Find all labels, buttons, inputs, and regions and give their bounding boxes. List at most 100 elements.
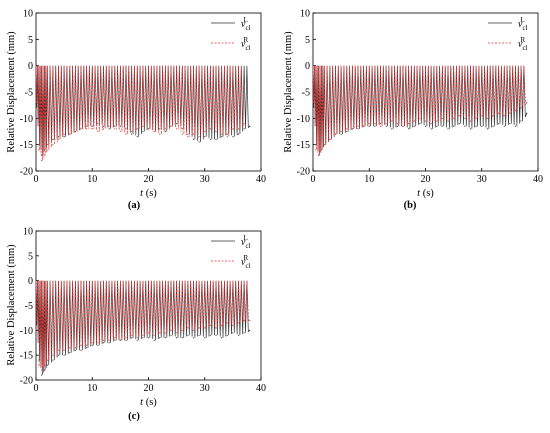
data-point [136,136,138,138]
y-tick-label: -5 [25,88,33,99]
data-point [430,123,432,125]
data-point [475,125,477,127]
data-point [320,149,323,151]
data-point [153,339,155,341]
data-point [74,349,76,351]
data-point [419,123,421,125]
y-tick-label: -20 [20,376,33,387]
data-point [170,125,172,127]
data-point [125,339,127,341]
x-axis-label: t (s) [140,397,157,408]
data-point [312,107,314,109]
x-tick-label: 20 [144,174,154,185]
y-tick-label: -5 [302,88,310,99]
y-axis-label: Relative Displacement (mm) [6,244,17,366]
plot-frame [35,230,262,381]
data-point [385,123,387,125]
x-tick-label: 0 [311,174,316,185]
x-tick-label: 40 [533,174,543,185]
data-point [209,128,211,130]
data-point [221,324,223,326]
data-point [192,329,195,331]
data-point [114,339,116,341]
data-point [192,138,195,140]
data-point [41,159,43,162]
data-point [408,128,410,130]
data-point [136,337,138,339]
data-point [91,128,93,130]
data-point [63,136,65,138]
data-point [164,128,166,130]
y-tick-label: -15 [297,140,310,151]
data-point [215,327,217,329]
data-point [38,359,40,361]
data-point [514,109,517,112]
data-point [368,123,370,125]
y-tick-label: -10 [20,114,33,125]
x-tick-label: 10 [364,174,374,185]
data-point [204,327,206,329]
data-point [453,125,455,127]
x-axis-label: t (s) [140,188,157,199]
data-point [464,117,466,119]
data-point [486,128,488,130]
data-point [340,133,342,135]
data-point [481,125,483,127]
panel-label: (a) [128,200,141,211]
data-point [464,125,466,127]
data-point [136,339,138,341]
data-point [391,120,393,122]
data-point [74,130,76,133]
data-point [52,138,54,140]
data-point [35,107,37,109]
data-point [226,133,228,135]
panel-2: 0 10 20 30 40 -20 -15 -10 -5 0 5 10 vclL vclR Relative… [6,227,266,423]
x-axis-label: t (s) [417,188,434,199]
y-tick-label: 0 [28,276,33,287]
data-point [108,125,110,127]
data-point [80,349,82,351]
data-point [187,133,189,135]
data-point [46,364,48,366]
data-point [159,332,161,334]
data-point [221,136,223,138]
x-tick-label: 40 [256,174,266,185]
data-point [340,130,342,133]
data-point [69,347,71,349]
data-point [86,347,88,349]
y-tick-label: 10 [23,9,33,20]
data-point [329,138,331,140]
data-point [209,324,211,326]
x-tick-label: 10 [87,174,97,185]
data-point [447,128,449,130]
legend-label: vclL [518,16,528,32]
data-point [237,334,240,336]
data-point [514,125,517,127]
data-point [312,101,314,104]
data-point [334,133,337,135]
data-point [396,125,398,127]
data-point [142,334,144,336]
data-point [35,324,37,326]
data-point [86,125,88,127]
series-line [35,280,250,371]
data-point [63,354,65,356]
data-point [97,123,99,125]
plot-frame [312,12,539,172]
data-point [170,334,172,336]
data-point [503,125,505,127]
data-point [192,337,195,339]
data-point [181,329,183,331]
data-point [187,327,189,329]
data-point [35,319,37,321]
data-point [164,337,166,339]
y-tick-label: 10 [23,227,33,238]
data-point [46,149,48,151]
data-point [363,125,365,127]
data-point [52,354,54,356]
data-point [498,112,500,114]
data-point [357,125,359,127]
y-tick-label: -5 [25,301,33,312]
data-point [385,125,387,127]
